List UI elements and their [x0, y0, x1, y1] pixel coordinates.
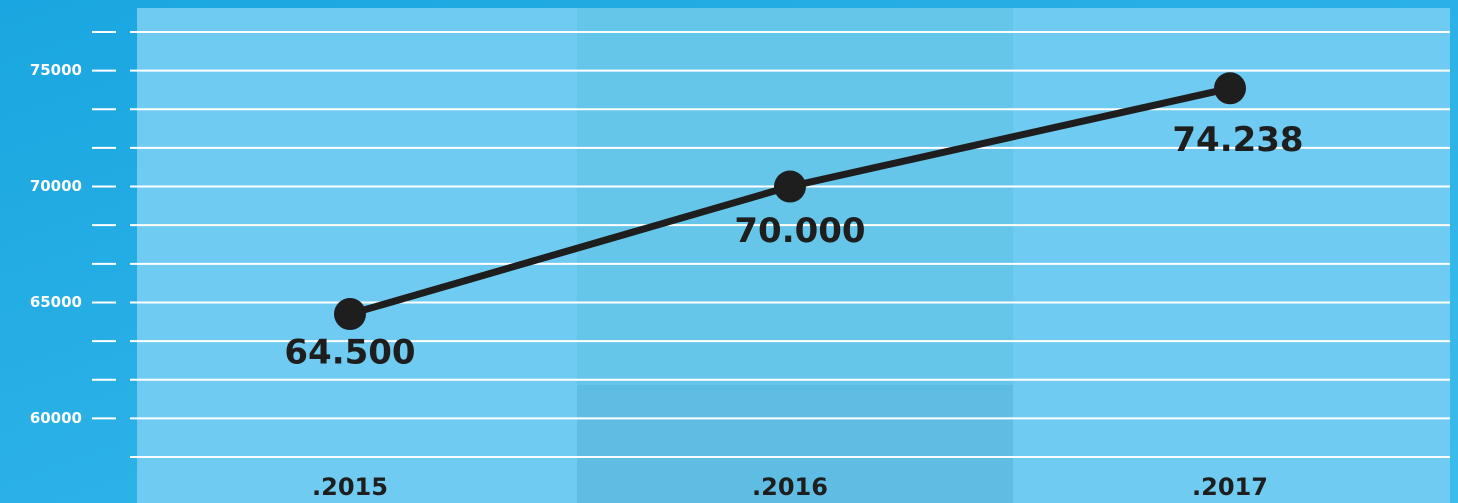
point [774, 171, 806, 203]
x-tick-label: .2016 [752, 473, 828, 501]
y-tick-label: 60000 [30, 409, 82, 427]
page: {"chart_data": { "type": "line", "catego… [0, 0, 1458, 503]
y-tick-label: 75000 [30, 61, 82, 79]
chart: 60000 65000 70000 75000 .2015 .2016 .2017 64.50… [0, 0, 1458, 503]
y-tick-label: 70000 [30, 177, 82, 195]
x-tick-label: .2017 [1192, 473, 1268, 501]
data-label: 74.238 [1172, 120, 1303, 160]
x-tick-label: .2015 [312, 473, 388, 501]
point [334, 298, 366, 330]
data-label: 64.500 [284, 333, 415, 373]
point [1214, 72, 1246, 104]
y-tick-label: 65000 [30, 293, 82, 311]
data-label: 70.000 [734, 211, 865, 251]
